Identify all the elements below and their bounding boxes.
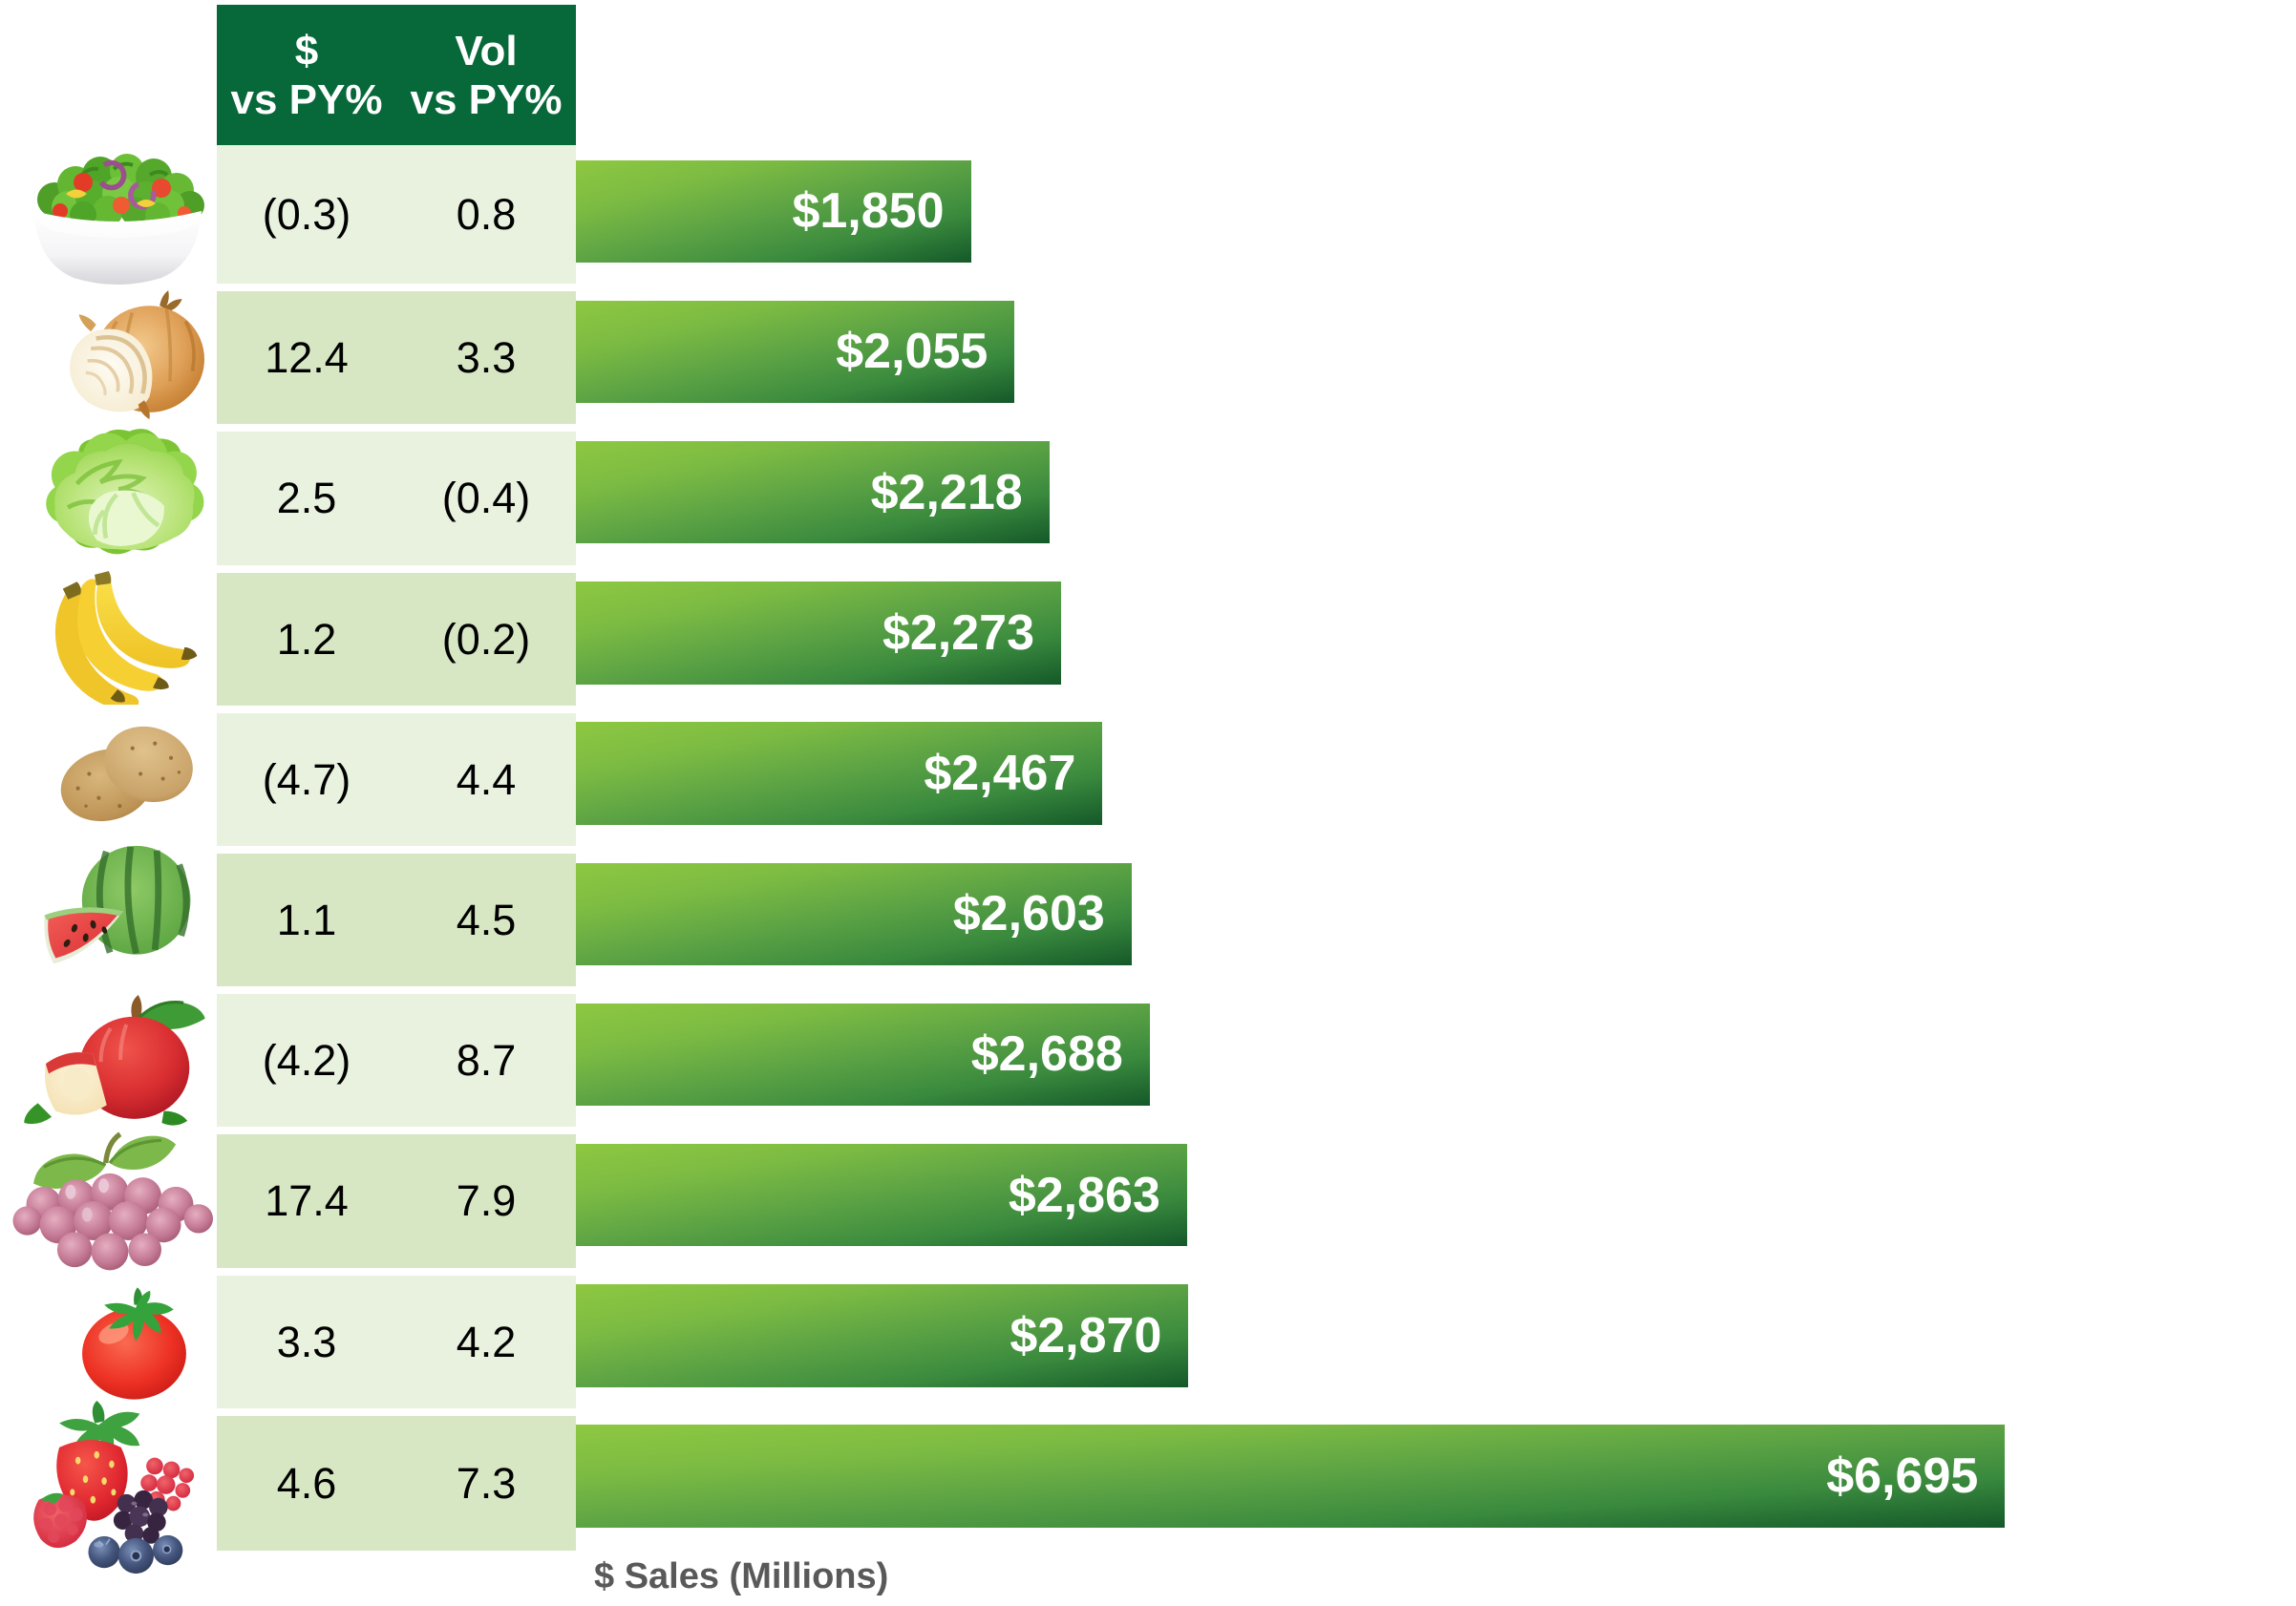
dollar-vs-py-value: 12.4: [265, 333, 349, 383]
sales-bar-label: $2,055: [836, 324, 989, 380]
berries-icon: [3, 1399, 213, 1576]
vol-vs-py-value: 3.3: [456, 333, 517, 383]
dollar-vs-py-value: 4.6: [276, 1458, 337, 1508]
column-header-dollar-line1: $: [294, 27, 319, 74]
vol-vs-py-value: 0.8: [456, 190, 517, 240]
sales-bar-bananas: $2,273: [576, 581, 1061, 685]
sales-bar-label: $2,863: [1008, 1167, 1160, 1223]
table-row-band: (0.3) 0.8: [217, 145, 576, 285]
sales-bar-watermelon: $2,603: [576, 862, 1132, 965]
sales-bar-label: $2,273: [882, 604, 1034, 661]
table-row-band: 4.6 7.3: [217, 1415, 576, 1551]
column-header-dollar-vs-py: $ vs PY%: [217, 5, 396, 145]
sales-bar-berries: $6,695: [576, 1425, 2006, 1528]
onion-icon: [41, 285, 213, 435]
sales-bar-potatoes: $2,467: [576, 722, 1103, 825]
table-row-band: 2.5 (0.4): [217, 432, 576, 565]
vol-vs-py-value: (0.4): [441, 474, 531, 523]
watermelon-icon: [26, 838, 213, 986]
sales-bar-apples: $2,688: [576, 1003, 1150, 1107]
column-header-dollar-line2: vs PY%: [230, 75, 383, 123]
dollar-vs-py-value: 1.1: [276, 896, 337, 945]
vol-vs-py-value: 4.4: [456, 754, 517, 804]
apple-icon: [16, 983, 213, 1134]
dollar-vs-py-value: (4.7): [262, 754, 351, 804]
table-header: $ vs PY% Vol vs PY%: [217, 5, 576, 145]
potato-icon: [39, 711, 213, 832]
vol-vs-py-value: (0.2): [441, 614, 531, 664]
salad-bowl-icon: [22, 146, 213, 289]
dollar-vs-py-value: (4.2): [262, 1036, 351, 1086]
sales-bar-salad: $1,850: [576, 159, 971, 263]
sales-bar-label: $2,467: [924, 746, 1076, 802]
table-row-band: 1.2 (0.2): [217, 572, 576, 706]
table-row-band: 12.4 3.3: [217, 291, 576, 425]
vol-vs-py-value: 4.5: [456, 896, 517, 945]
table-row-band: 17.4 7.9: [217, 1134, 576, 1268]
dollar-vs-py-value: 2.5: [276, 474, 337, 523]
sales-bar-label: $1,850: [792, 183, 945, 240]
lettuce-icon: [32, 424, 213, 569]
vol-vs-py-value: 8.7: [456, 1036, 517, 1086]
grapes-icon: [7, 1119, 213, 1283]
sales-bar-tomatoes: $2,870: [576, 1284, 1189, 1387]
sales-bar-label: $2,218: [870, 464, 1023, 520]
sales-bar-onions: $2,055: [576, 300, 1015, 404]
dollar-vs-py-value: 17.4: [265, 1176, 349, 1226]
x-axis-title: $ Sales (Millions): [594, 1556, 889, 1596]
table-row-band: (4.2) 8.7: [217, 994, 576, 1128]
sales-bar-label: $6,695: [1826, 1448, 1979, 1505]
sales-bar-label: $2,603: [952, 886, 1105, 942]
dollar-vs-py-value: 1.2: [276, 614, 337, 664]
dollar-vs-py-value: (0.3): [262, 190, 351, 240]
column-header-vol-vs-py: Vol vs PY%: [396, 5, 576, 145]
column-header-vol-line2: vs PY%: [410, 75, 563, 123]
table-row-band: 1.1 4.5: [217, 854, 576, 987]
vol-vs-py-value: 7.9: [456, 1176, 517, 1226]
column-header-vol-line1: Vol: [455, 27, 518, 74]
table-row-band: (4.7) 4.4: [217, 712, 576, 846]
banana-icon: [36, 560, 213, 706]
dollar-vs-py-value: 3.3: [276, 1317, 337, 1366]
vol-vs-py-value: 4.2: [456, 1317, 517, 1366]
sales-bar-lettuce: $2,218: [576, 440, 1050, 544]
sales-bar-label: $2,870: [1010, 1307, 1162, 1363]
vol-vs-py-value: 7.3: [456, 1458, 517, 1508]
tomato-icon: [55, 1271, 213, 1416]
sales-bar-grapes: $2,863: [576, 1143, 1187, 1247]
sales-bar-label: $2,688: [970, 1026, 1123, 1083]
table-row-band: 3.3 4.2: [217, 1275, 576, 1408]
